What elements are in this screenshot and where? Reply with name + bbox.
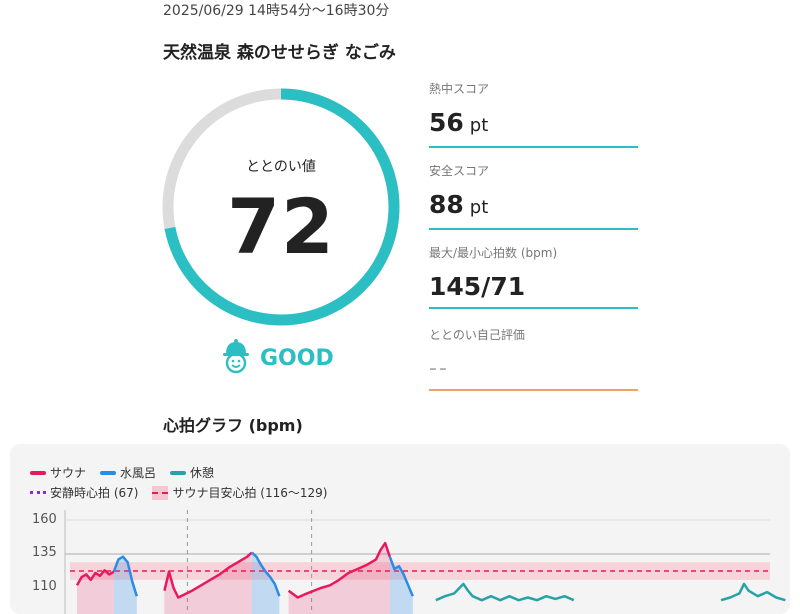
score-ring-progress: [162, 88, 400, 326]
sauna-swatch: [30, 470, 46, 475]
legend-row-1: サウナ 水風呂 休憩: [30, 464, 228, 481]
cold-bath-line: [250, 551, 281, 597]
target-hr-band: [70, 562, 770, 580]
self-evaluation-value[interactable]: --: [429, 356, 449, 381]
metric-label: 最大/最小心拍数 (bpm): [429, 246, 558, 260]
legend-sauna: サウナ: [30, 464, 86, 481]
facility-name: 天然温泉 森のせせらぎ なごみ: [163, 43, 396, 63]
metric-safety-score: 安全スコア 88 pt: [429, 162, 638, 230]
heart-rate-graph-title: 心拍グラフ (bpm): [163, 416, 303, 435]
sauna-line: [163, 551, 253, 599]
sauna-line: [287, 541, 391, 599]
legend-resting-hr: 安静時心拍 (67): [30, 484, 138, 501]
session-datetime: 2025/06/29 14時54分〜16時30分: [163, 3, 390, 19]
metric-self-evaluation[interactable]: ととのい自己評価 --: [429, 326, 638, 391]
sauna-line: [75, 569, 115, 586]
metric-label: 安全スコア: [429, 164, 490, 178]
metric-underline: [429, 228, 638, 230]
y-tick-label: 160: [32, 512, 57, 527]
legend-row-2: 安静時心拍 (67) サウナ目安心拍 (116〜129): [30, 484, 341, 501]
legend-rest: 休憩: [170, 464, 214, 481]
metric-value: 145/71: [429, 272, 526, 301]
rating-text: GOOD: [260, 345, 334, 371]
rest-line: [720, 582, 786, 602]
rest-area: [721, 584, 785, 614]
y-tick-label: 110: [32, 579, 57, 594]
cold-bath-swatch: [100, 470, 117, 475]
y-tick-label: 135: [32, 545, 57, 560]
metric-unit: pt: [469, 115, 489, 136]
legend-target-hr: サウナ目安心拍 (116〜129): [152, 484, 327, 501]
metric-value: 56 pt: [429, 108, 489, 137]
totonoi-score-ring: ととのい値 72: [160, 86, 402, 328]
metric-underline: [429, 146, 638, 148]
score-value: 72: [227, 182, 335, 271]
cold-bath-area: [251, 552, 280, 614]
metric-label: ととのい自己評価: [429, 328, 525, 342]
phase-markers: [186, 510, 313, 614]
metric-underline: [429, 307, 638, 309]
target-hr-swatch: [152, 485, 169, 500]
rating-badge: GOOD: [222, 338, 334, 378]
legend-cold-bath: 水風呂: [100, 464, 156, 481]
resting-hr-swatch: [30, 491, 46, 494]
metric-unit: pt: [469, 197, 489, 218]
metric-heart-rate-range: 最大/最小心拍数 (bpm) 145/71: [429, 244, 638, 309]
cold-bath-line: [112, 555, 138, 597]
metric-label: 熱中スコア: [429, 82, 490, 96]
heart-rate-graph-card: サウナ 水風呂 休憩 安静時心拍 (67) サウナ目安心拍 (116〜129) …: [10, 444, 790, 614]
sauna-area: [288, 543, 390, 614]
rest-swatch: [170, 470, 187, 475]
score-label: ととのい値: [246, 159, 316, 175]
score-ring-graphic: [162, 88, 400, 326]
metric-underline: [429, 389, 638, 391]
sauna-hat-face-icon: [222, 338, 250, 378]
cold-bath-line: [388, 556, 414, 597]
metric-heat-score: 熱中スコア 56 pt: [429, 80, 638, 148]
metric-value: 88 pt: [429, 190, 489, 219]
